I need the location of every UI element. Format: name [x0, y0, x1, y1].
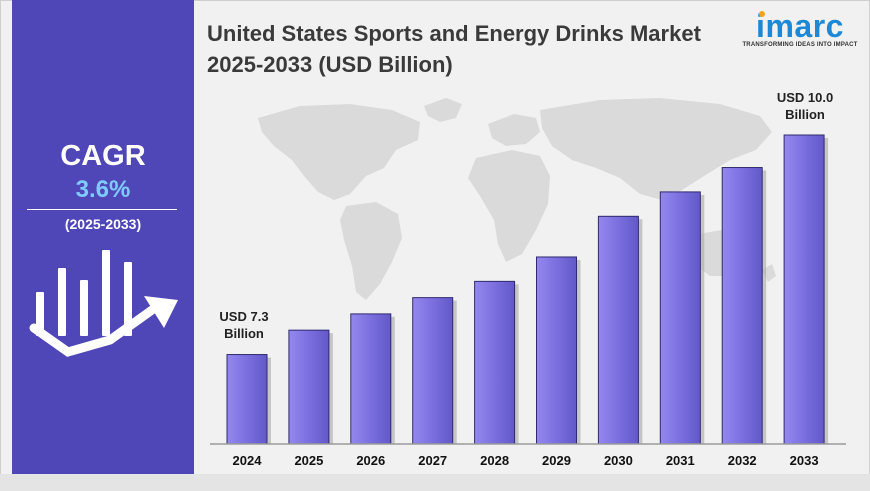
- bar-2027: [412, 297, 454, 445]
- cagr-divider: [27, 209, 177, 210]
- logo-tagline: TRANSFORMING IDEAS INTO IMPACT: [742, 42, 858, 48]
- x-tick-label-2024: 2024: [233, 453, 263, 468]
- x-tick-label-2026: 2026: [356, 453, 385, 468]
- x-tick-label-2033: 2033: [790, 453, 819, 468]
- bar-2029: [536, 256, 577, 445]
- x-tick-label-2031: 2031: [666, 453, 695, 468]
- bar-2024: [226, 354, 268, 445]
- bar-2031: [659, 191, 701, 445]
- cagr-period: (2025-2033): [64, 216, 142, 232]
- x-tick-label-2028: 2028: [480, 453, 509, 468]
- imarc-logo: imarc TRANSFORMING IDEAS INTO IMPACT: [742, 10, 858, 48]
- bar-series: [226, 134, 829, 445]
- start-value-annotation: USD 7.3 Billion: [219, 309, 269, 341]
- cagr-label: CAGR: [60, 140, 146, 172]
- x-tick-label-2032: 2032: [728, 453, 757, 468]
- chart-title: United States Sports and Energy Drinks M…: [207, 21, 701, 77]
- bar-2028: [474, 280, 516, 445]
- bar-2025: [288, 329, 330, 445]
- logo-dot: [759, 11, 766, 17]
- cagr-panel: [12, 0, 194, 474]
- bar-2026: [350, 313, 392, 445]
- bar-2033: [783, 134, 825, 445]
- end-value-annotation: USD 10.0 Billion: [776, 90, 834, 122]
- cagr-value: 3.6%: [75, 176, 131, 203]
- bottom-strip: [0, 474, 870, 491]
- x-tick-label-2025: 2025: [294, 453, 323, 468]
- bar-2032: [721, 167, 763, 445]
- x-tick-label-2027: 2027: [418, 453, 447, 468]
- x-tick-label-2029: 2029: [542, 453, 571, 468]
- growth-chart-icon: [29, 250, 178, 357]
- x-tick-labels: 2024 2025 2026 2027 2028 2029 2030 2031 2032 2033: [233, 453, 819, 468]
- logo-wordmark: imarc: [756, 8, 844, 44]
- bar-2030: [597, 215, 639, 445]
- x-tick-label-2030: 2030: [604, 453, 633, 468]
